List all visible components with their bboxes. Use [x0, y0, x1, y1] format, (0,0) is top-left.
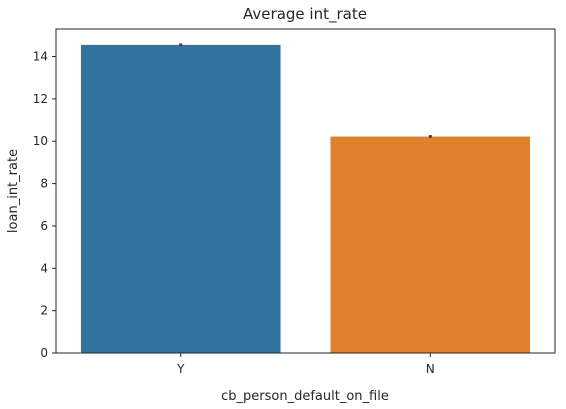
y-tick-label-12: 12	[33, 92, 48, 106]
y-tick-label-4: 4	[40, 261, 48, 275]
y-tick-label-8: 8	[40, 177, 48, 191]
plot-frame	[55, 28, 556, 354]
error-bars-group	[179, 43, 432, 138]
bar-Y	[80, 44, 281, 353]
y-axis: 0 2 4 6 8 10 12 14	[33, 50, 56, 360]
x-tick-label-N: N	[426, 362, 435, 376]
y-axis-label: loan_int_rate	[6, 149, 21, 233]
y-tick-label-2: 2	[40, 304, 48, 318]
y-tick-label-0: 0	[40, 346, 48, 360]
x-tick-label-Y: Y	[176, 362, 185, 376]
bar-N	[330, 136, 531, 353]
x-axis-label: cb_person_default_on_file	[221, 389, 389, 404]
y-tick-label-14: 14	[33, 50, 48, 64]
y-tick-label-6: 6	[40, 219, 48, 233]
y-tick-label-10: 10	[33, 134, 48, 148]
bars-group	[80, 44, 531, 353]
chart-title: Average int_rate	[243, 5, 367, 24]
